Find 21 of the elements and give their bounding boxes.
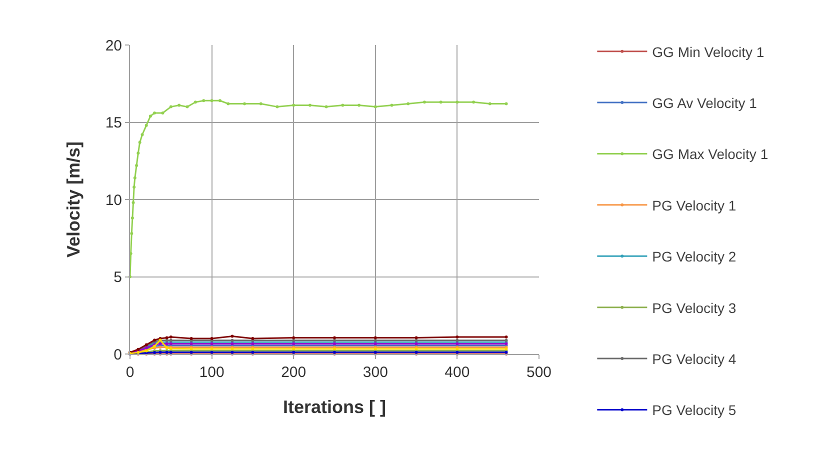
y-tick-label: 20: [105, 37, 122, 54]
y-tick-label: 0: [114, 346, 122, 364]
y-tick-label: 10: [105, 192, 122, 209]
x-tick-label: 200: [281, 364, 306, 381]
legend-label: PG Velocity 5: [652, 402, 736, 418]
legend-label: GG Av Velocity 1: [652, 94, 758, 111]
x-tick-label: 0: [126, 364, 134, 381]
legend-label: PG Velocity 3: [652, 300, 736, 316]
y-tick-label: 5: [114, 269, 122, 286]
y-axis-title: Velocity [m/s]: [64, 141, 84, 258]
legend-label: GG Min Velocity 1: [652, 44, 764, 60]
x-tick-label: 100: [199, 364, 224, 381]
x-tick-label: 400: [444, 364, 470, 381]
x-tick-label: 300: [362, 364, 388, 381]
legend-label: PG Velocity 4: [652, 350, 736, 367]
y-tick-label: 15: [105, 114, 122, 132]
x-axis-title: Iterations [ ]: [282, 397, 386, 418]
legend-label: PG Velocity 1: [652, 197, 736, 214]
x-tick-label: 500: [526, 364, 552, 381]
legend-label: PG Velocity 2: [652, 248, 736, 265]
legend-label: GG Max Velocity 1: [652, 146, 768, 162]
